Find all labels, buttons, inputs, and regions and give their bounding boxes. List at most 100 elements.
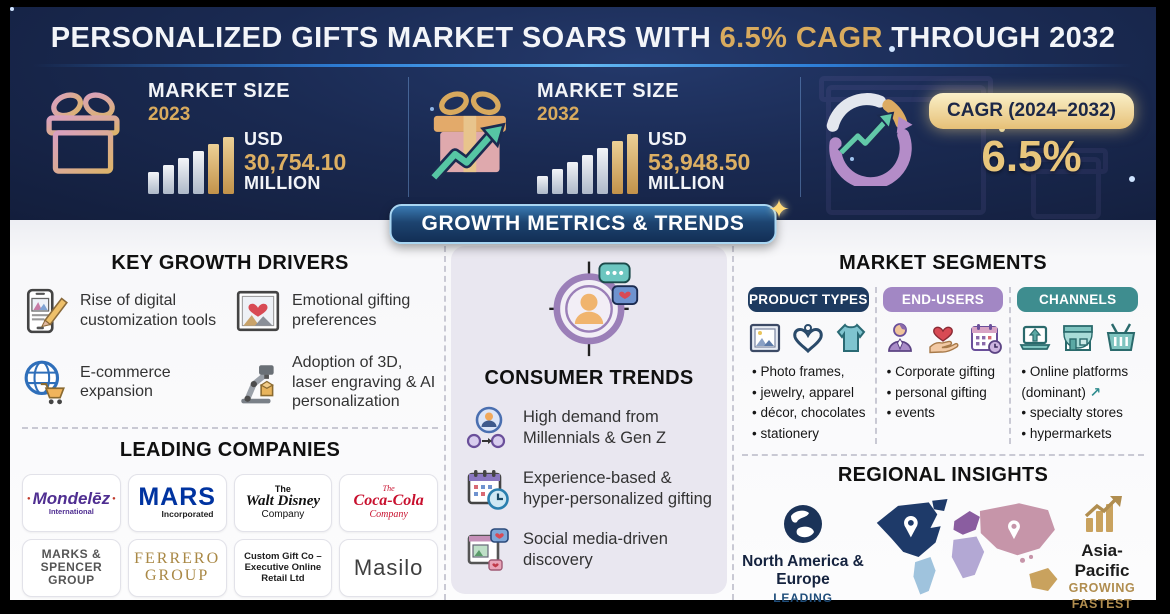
tshirt-icon bbox=[834, 321, 868, 355]
millennials-icon bbox=[465, 405, 511, 451]
title-divider bbox=[10, 64, 1156, 67]
gift-silhouette-icon bbox=[1024, 148, 1108, 219]
globe-icon bbox=[781, 505, 825, 550]
market-size-label: MARKET SIZE bbox=[148, 80, 291, 103]
consumer-trends-panel: CONSUMER TRENDS bbox=[451, 246, 727, 594]
calendar-clock-icon bbox=[465, 466, 511, 512]
header-banner: PERSONALIZED GIFTS MARKET SOARS WITH 6.5… bbox=[10, 7, 1156, 220]
heart-pendant-icon bbox=[791, 321, 825, 355]
logo-masilo: Masilo bbox=[339, 538, 438, 597]
logo-mondelez: Mondelēz International bbox=[22, 473, 121, 532]
events-calendar-icon bbox=[969, 321, 1003, 355]
logo-marks-spencer: MARKS & SPENCER GROUP bbox=[22, 538, 121, 597]
market-size-label: MARKET SIZE bbox=[537, 80, 680, 103]
page-title: PERSONALIZED GIFTS MARKET SOARS WITH 6.5… bbox=[50, 22, 1116, 54]
fastest-line2: FASTEST bbox=[1071, 597, 1133, 612]
photo-frame-icon bbox=[748, 321, 782, 355]
corporate-person-icon bbox=[883, 321, 917, 355]
key-growth-drivers-heading: KEY GROWTH DRIVERS bbox=[111, 252, 349, 274]
map-pin-asia bbox=[1008, 520, 1020, 540]
logo-ferrero: FERRERO GROUP bbox=[127, 538, 227, 597]
market-size-year: 2023 bbox=[148, 104, 191, 126]
bullet: personal gifting bbox=[887, 383, 1004, 404]
end-users-pill: END-USERS bbox=[882, 287, 1004, 312]
trend-item: High demand from Millennials & Gen Z bbox=[465, 405, 713, 451]
map-pin-north-america bbox=[904, 516, 918, 538]
growth-chart-icon bbox=[1080, 496, 1124, 538]
fastest-line1: GROWING bbox=[1068, 581, 1136, 596]
trend-item: Experience-based & hyper-personalized gi… bbox=[465, 466, 713, 512]
sparkle-decorations bbox=[10, 7, 1156, 220]
driver-text: Rise of digital customization tools bbox=[80, 292, 217, 329]
growth-arrow-icon: ↗ bbox=[1089, 384, 1101, 400]
logo-coca-cola: The Coca-Cola Company bbox=[339, 473, 438, 532]
currency-label: USD bbox=[244, 129, 284, 150]
consumer-trends-heading: CONSUMER TRENDS bbox=[484, 367, 694, 389]
bullet: décor, chocolates bbox=[752, 403, 869, 424]
laptop-upload-icon bbox=[1018, 321, 1052, 355]
dashed-divider bbox=[742, 454, 1144, 457]
social-media-icon bbox=[465, 527, 511, 573]
market-size-2023-block: MARKET SIZE 2023 USD 30,754.10 bbox=[10, 77, 408, 197]
cagr-pill: CAGR (2024–2032) bbox=[929, 92, 1134, 129]
bullet: Online platforms (dominant) ↗ bbox=[1021, 362, 1138, 403]
currency-label: USD bbox=[648, 129, 688, 150]
robot-arm-icon bbox=[234, 358, 282, 406]
unit-label: MILLION bbox=[648, 173, 725, 194]
gift-silhouette-icon bbox=[819, 76, 993, 215]
market-size-year: 2032 bbox=[537, 104, 580, 126]
market-size-2032-block: MARKET SIZE 2032 USD 53,948.50 bbox=[408, 77, 800, 197]
segment-end-users: END-USERS bbox=[874, 287, 1010, 445]
left-column: KEY GROWTH DRIVERS bbox=[10, 252, 444, 600]
channels-pill: CHANNELS bbox=[1017, 287, 1139, 312]
growth-bars-icon bbox=[148, 136, 234, 194]
market-value-2032: 53,948.50 bbox=[648, 148, 751, 175]
bullet: events bbox=[887, 403, 1004, 424]
regional-insights-heading: REGIONAL INSIGHTS bbox=[837, 464, 1049, 487]
cagr-value: 6.5% bbox=[981, 131, 1082, 181]
driver-item: Emotional gifting preferences bbox=[234, 287, 438, 335]
fastest-region-block: Asia-Pacific GROWING FASTEST bbox=[1060, 494, 1144, 612]
title-highlight: 6.5% CAGR bbox=[719, 22, 883, 54]
storefront-icon bbox=[1061, 321, 1095, 355]
driver-item: Rise of digital customization tools bbox=[22, 287, 226, 335]
driver-text: Emotional gifting preferences bbox=[292, 292, 411, 329]
donut-growth-icon bbox=[817, 84, 919, 191]
logo-mars: MARS Incorporated bbox=[127, 473, 227, 532]
bullet: specialty stores bbox=[1021, 403, 1138, 424]
bullet: Corporate gifting bbox=[887, 362, 1004, 383]
globe-cart-icon bbox=[22, 358, 70, 406]
driver-item: Adoption of 3D, laser engraving & AI per… bbox=[234, 353, 438, 412]
driver-text: E-commerce expansion bbox=[80, 363, 171, 401]
market-value-2023: 30,754.10 bbox=[244, 148, 347, 175]
gift-outline-icon bbox=[30, 82, 136, 193]
bullet: stationery bbox=[752, 424, 869, 445]
sparkle-icon: ✦ bbox=[768, 194, 791, 224]
unit-label: MILLION bbox=[244, 173, 321, 194]
logo-custom-gift-co: Custom Gift Co – Executive Online Retail… bbox=[233, 538, 333, 597]
growth-bars-icon bbox=[537, 133, 638, 194]
photo-heart-icon bbox=[234, 287, 282, 335]
leading-badge: LEADING bbox=[773, 590, 833, 605]
consumer-trends-column: CONSUMER TRENDS bbox=[444, 246, 734, 600]
product-types-pill: PRODUCT TYPES bbox=[748, 287, 869, 312]
dashed-divider bbox=[22, 426, 438, 429]
fastest-region-title: Asia-Pacific bbox=[1074, 541, 1130, 581]
bullet: Photo frames, bbox=[752, 362, 869, 383]
hand-heart-icon bbox=[926, 321, 960, 355]
leading-region-title: North America & Europe bbox=[742, 553, 864, 588]
logo-walt-disney: The Walt Disney Company bbox=[233, 473, 333, 532]
bullet: jewelry, apparel bbox=[752, 383, 869, 404]
trend-text: Social media-driven discovery bbox=[523, 530, 668, 569]
cagr-block: CAGR (2024–2032) 6.5% bbox=[800, 77, 1156, 197]
leading-companies-heading: LEADING COMPANIES bbox=[119, 438, 341, 461]
segment-channels: CHANNELS bbox=[1009, 287, 1144, 445]
segment-product-types: PRODUCT TYPES bbox=[742, 287, 875, 444]
trend-item: Social media-driven discovery bbox=[465, 527, 713, 573]
market-segments-heading: MARKET SEGMENTS bbox=[839, 252, 1047, 274]
gift-growth-icon bbox=[419, 82, 525, 193]
trend-text: Experience-based & hyper-personalized gi… bbox=[523, 469, 712, 508]
trend-text: High demand from Millennials & Gen Z bbox=[523, 408, 667, 447]
bullet: hypermarkets bbox=[1021, 424, 1138, 445]
